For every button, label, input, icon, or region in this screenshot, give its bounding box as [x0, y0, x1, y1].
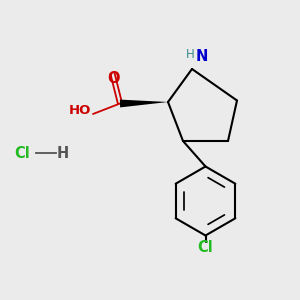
Text: H: H [186, 48, 195, 61]
Text: O: O [107, 71, 119, 86]
Polygon shape [120, 100, 168, 107]
Text: HO: HO [69, 104, 92, 118]
Text: Cl: Cl [15, 146, 30, 160]
Text: Cl: Cl [198, 240, 213, 255]
Text: H: H [57, 146, 69, 160]
Text: N: N [196, 50, 208, 64]
